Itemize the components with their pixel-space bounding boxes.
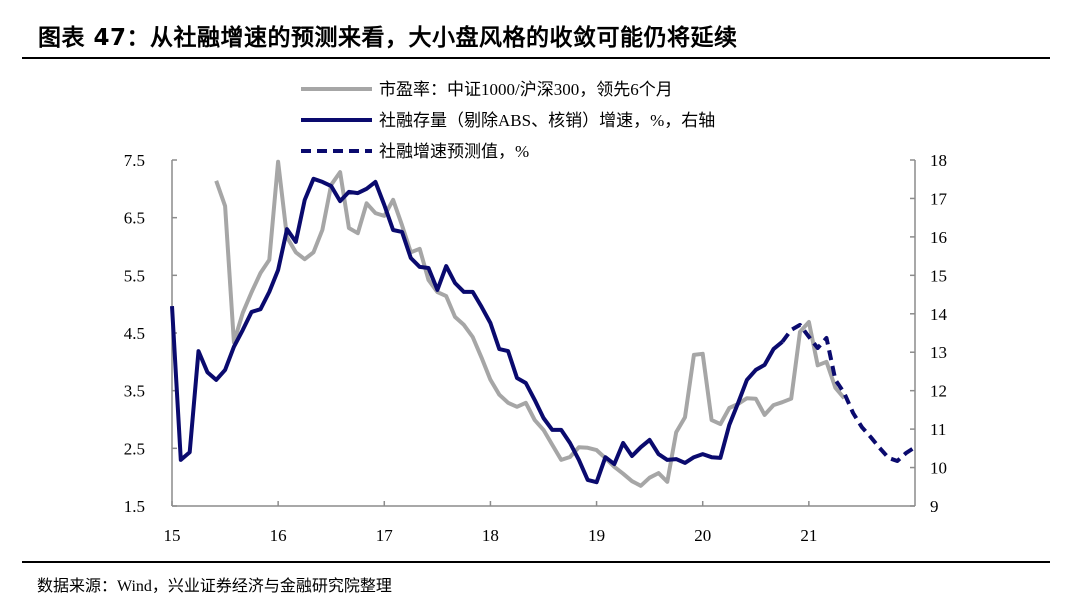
right-axis-tick-label: 16 <box>930 228 947 247</box>
x-axis-tick-label: 16 <box>270 526 287 545</box>
right-axis-tick-label: 12 <box>930 382 947 401</box>
right-axis-tick-label: 10 <box>930 459 947 478</box>
series-lines <box>170 159 917 488</box>
series-line-pe-ratio <box>214 159 846 488</box>
legend-label-sf: 社融存量（剔除ABS、核销）增速，%，右轴 <box>379 111 715 130</box>
right-axis-tick-label: 13 <box>930 343 947 362</box>
x-axis-tick-label: 17 <box>376 526 394 545</box>
left-axis-tick-label: 1.5 <box>124 497 145 516</box>
right-axis-tick-label: 14 <box>930 305 948 324</box>
right-axis-tick-label: 17 <box>930 189 948 208</box>
left-axis-tick-label: 5.5 <box>124 266 145 285</box>
right-axis-tick-label: 9 <box>930 497 939 516</box>
left-axis-tick-label: 7.5 <box>124 151 145 170</box>
right-axis-tick-label: 18 <box>930 151 947 170</box>
series-line-social-financing <box>170 176 784 485</box>
x-axis-tick-label: 19 <box>588 526 605 545</box>
legend-label-forecast: 社融增速预测值，% <box>379 142 529 161</box>
x-axis-tick-label: 15 <box>164 526 181 545</box>
x-axis-tick-label: 18 <box>482 526 499 545</box>
legend-label-pe: 市盈率：中证1000/沪深300，领先6个月 <box>379 80 673 99</box>
series-line-forecast <box>780 322 917 463</box>
left-axis-tick-label: 4.5 <box>124 324 145 343</box>
source-rule <box>22 561 1050 563</box>
x-axis-tick-label: 20 <box>694 526 711 545</box>
chart-title: 图表 47：从社融增速的预测来看，大小盘风格的收敛可能仍将延续 <box>38 25 738 51</box>
legend: 市盈率：中证1000/沪深300，领先6个月 社融存量（剔除ABS、核销）增速，… <box>301 80 715 161</box>
right-axis-tick-label: 11 <box>930 420 946 439</box>
left-axis-tick-label: 2.5 <box>124 439 145 458</box>
axes: 7.5 6.5 5.5 4.5 3.5 2.5 1.5 18 17 16 15 14 13 12 11 10 9… <box>124 151 948 545</box>
left-axis-tick-label: 3.5 <box>124 382 145 401</box>
title-rule <box>22 57 1050 59</box>
right-axis-tick-label: 15 <box>930 266 947 285</box>
left-axis-tick-label: 6.5 <box>124 209 145 228</box>
x-axis-tick-label: 21 <box>800 526 817 545</box>
source-note: 数据来源：Wind，兴业证券经济与金融研究院整理 <box>37 578 392 595</box>
